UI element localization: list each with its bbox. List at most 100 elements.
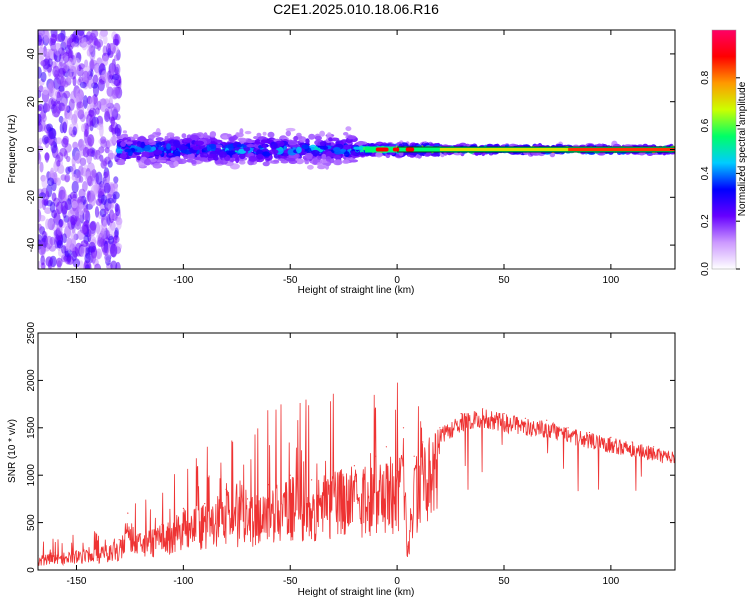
snr-point [631,441,633,443]
heatmap-cell [38,46,44,54]
snr-point [311,479,313,481]
heatmap-cell [345,126,352,132]
heatmap-cell [45,218,51,230]
colorbar-frame [711,29,737,270]
heatmap-cell [60,80,69,88]
heatmap-cell [53,176,59,183]
snr-x-tick-label: -50 [283,576,298,587]
heatmap-cell [140,141,145,149]
heatmap-cell [66,37,75,51]
heatmap-cell [375,147,389,152]
heatmap-cell [43,103,50,113]
heatmap-cell [38,113,42,126]
heatmap-cell [38,145,44,153]
heatmap-cell [55,137,63,145]
heatmap-cell [206,146,211,152]
heatmap-cell [88,59,95,71]
spectrogram-x-ticks: -150 -100 -50 0 50 100 [66,30,620,286]
heatmap-cell [47,177,55,186]
heatmap-cell [90,251,96,264]
heatmap-cell [244,130,252,135]
heatmap-cell [114,54,119,61]
heatmap-cell [347,135,357,140]
snr-point [439,427,441,429]
snr-point [524,417,527,419]
heatmap-cell [79,225,87,234]
heatmap-cell [314,135,322,141]
snr-point [422,441,424,443]
snr-panel: -150 -100 -50 0 50 100 0 500 1000 1500 2000 2500 H… [7,321,676,598]
heatmap-cell [84,253,91,264]
heatmap-cell [62,51,70,63]
spectrogram-x-tick-label: -50 [283,275,298,286]
heatmap-cell [113,176,119,184]
heatmap-cell [245,139,256,144]
spectrogram-y-axis-label: Frequency (Hz) [7,115,18,184]
heatmap-cell [59,147,67,157]
heatmap-cell [56,257,63,268]
heatmap-cell [86,113,93,127]
heatmap-cell [158,141,166,146]
colorbar-tick-label: 0.2 [700,214,711,228]
heatmap-cell [248,155,257,162]
heatmap-cell [112,74,120,81]
spectrogram-y-ticks: -40 -20 0 20 40 [26,48,675,252]
heatmap-cell [70,214,77,226]
heatmap-cell [333,155,342,160]
snr-x-tick-label: -100 [173,576,193,587]
snr-y-axis-label: SNR (10 * v/v) [7,419,18,483]
heatmap-cell [63,105,70,112]
heatmap-cell [95,264,100,269]
heatmap-cell [151,146,157,152]
snr-point [353,465,355,467]
snr-point [610,436,612,438]
heatmap-cell [316,162,323,166]
heatmap-cell [136,155,141,161]
heatmap-cell [155,132,162,136]
heatmap-cell [268,149,279,155]
colorbar-tick-label: 0.6 [700,118,711,132]
heatmap-cell [84,123,90,137]
heatmap-cell [333,147,341,152]
heatmap-cell [78,139,83,148]
heatmap-cell [38,260,41,269]
heatmap-cell [262,131,267,136]
heatmap-cell [103,35,108,45]
spectrogram-x-tick-label: 0 [394,275,400,286]
heatmap-cells [38,30,675,269]
heatmap-cell [50,167,55,179]
heatmap-cell [155,137,164,142]
heatmap-cell [109,212,117,220]
heatmap-cell [76,101,84,109]
snr-point [54,552,56,554]
heatmap-cell [101,70,108,82]
heatmap-cell [218,151,227,158]
heatmap-cell [298,136,307,143]
snr-point [407,545,409,547]
snr-point [588,431,591,434]
snr-point [127,512,129,514]
heatmap-cell [120,141,126,147]
heatmap-cell [113,79,121,87]
heatmap-cell [104,207,109,215]
heatmap-cell [174,150,181,157]
snr-y-tick-label: 1000 [26,464,37,487]
heatmap-cell [94,206,100,218]
heatmap-cell [246,144,256,148]
heatmap-cell [100,194,107,206]
heatmap-cell [102,158,108,167]
snr-point [75,550,78,552]
heatmap-cell [253,136,259,140]
snr-point [503,413,505,415]
colorbar-gradient [712,30,736,269]
heatmap-cell [88,193,97,207]
heatmap-cell [262,161,270,167]
snr-point [332,469,334,472]
spectrogram-y-tick-label: 20 [26,96,37,108]
heatmap-cell [45,256,54,267]
heatmap-cell [116,219,122,230]
heatmap-cell [182,137,193,143]
heatmap-cell [287,140,298,146]
heatmap-cell [44,152,50,163]
